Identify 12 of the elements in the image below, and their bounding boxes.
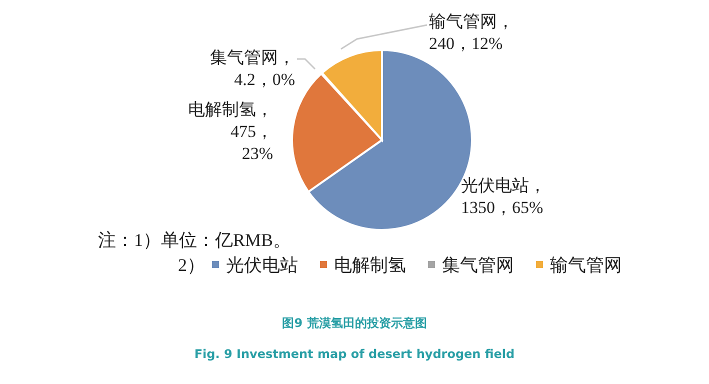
text: 注：1）单位：亿RMB。: [98, 230, 292, 250]
data-label: 电解制氢， 475， 23%: [188, 100, 273, 163]
text: Fig. 9 Investment map of desert hydrogen field: [194, 347, 515, 361]
data-label: 光伏电站， 1350，65%: [461, 176, 546, 217]
legend-label: 集气管网: [442, 255, 514, 275]
legend-title: 2）: [178, 255, 205, 275]
text: 图9 荒漠氢田的投资示意图: [282, 316, 427, 330]
legend-label: 光伏电站: [226, 255, 298, 275]
legend-label: 输气管网: [550, 255, 622, 275]
legend-label: 电解制氢: [334, 255, 406, 275]
data-label: 集气管网， 4.2，0%: [210, 48, 295, 89]
data-label: 输气管网， 240，12%: [429, 12, 514, 53]
